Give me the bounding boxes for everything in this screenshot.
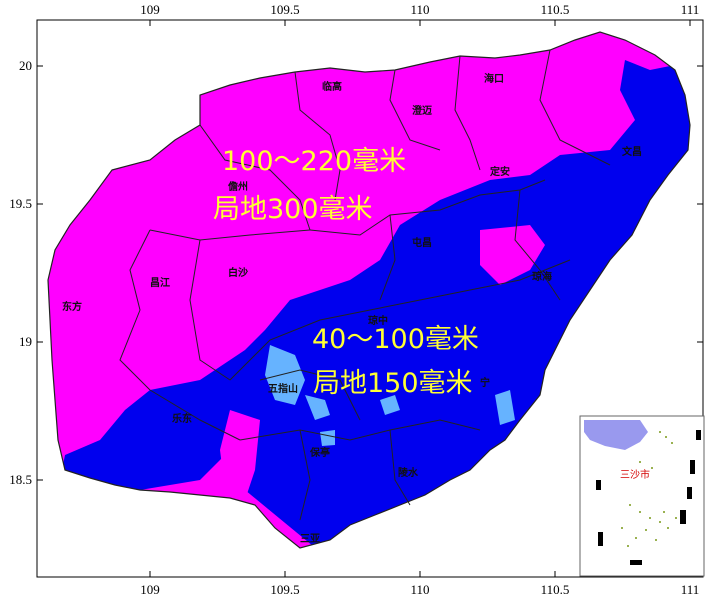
city-label-danzhou: 儋州	[228, 180, 248, 193]
x-tick-label-bottom: 110.5	[541, 582, 570, 597]
city-label-chengmai: 澄迈	[412, 104, 432, 117]
annotation-high-line2: 局地300毫米	[213, 194, 373, 225]
zone-low-band	[380, 395, 400, 415]
inset-islands	[621, 431, 677, 547]
y-tick-label: 20	[19, 58, 32, 73]
x-tick-label: 109	[140, 2, 160, 17]
x-tick-label-bottom: 111	[681, 582, 700, 597]
x-tick-label: 110	[410, 2, 429, 17]
city-label-baisha: 白沙	[228, 266, 248, 279]
zone-low-band	[495, 390, 515, 425]
annotation-mid-line2: 局地150毫米	[313, 368, 473, 399]
zone-low-band	[265, 345, 305, 405]
city-label-wenchang: 文昌	[622, 145, 642, 158]
city-label-wanning: 宁	[480, 376, 490, 389]
inset-boundary-dashes	[596, 430, 701, 565]
x-tick-label-bottom: 109.5	[270, 582, 299, 597]
city-label-lingshui: 陵水	[398, 466, 419, 479]
y-tick-label: 19	[19, 334, 32, 349]
city-label-haikou: 海口	[484, 72, 504, 85]
inset-label-sansha: 三沙市	[620, 468, 650, 481]
city-label-dongfang: 东方	[62, 300, 82, 313]
inset-island	[584, 420, 648, 450]
x-tick-label: 111	[681, 2, 700, 17]
city-label-lingao: 临高	[322, 80, 342, 93]
x-tick-label-bottom: 109	[140, 582, 160, 597]
city-label-dingan: 定安	[490, 165, 510, 178]
annotation-mid-line1: 40～100毫米	[312, 324, 479, 355]
x-tick-label: 110.5	[541, 2, 570, 17]
city-label-wuzhishan: 五指山	[268, 382, 298, 395]
city-label-tunchang: 屯昌	[412, 236, 432, 249]
city-label-changjiang: 昌江	[150, 276, 170, 289]
city-label-sanya: 三亚	[300, 533, 320, 545]
city-label-baoting: 保亭	[309, 446, 330, 459]
county-boundaries	[119, 49, 611, 521]
zone-mid-band	[60, 60, 690, 548]
y-tick-label: 18.5	[9, 472, 32, 487]
city-label-ledong: 乐东	[172, 412, 192, 425]
annotation-high-line1: 100～220毫米	[222, 146, 406, 177]
city-label-qiongzhong: 琼中	[368, 314, 388, 327]
y-tick-label: 19.5	[9, 196, 32, 211]
zone-low-band	[320, 430, 335, 446]
x-tick-label-bottom: 110	[410, 582, 429, 597]
zone-low-band	[305, 395, 330, 420]
zone-high-islet	[480, 225, 545, 285]
inset-map: 三沙市	[579, 415, 705, 577]
zone-high-islet	[220, 410, 260, 500]
x-tick-label: 109.5	[270, 2, 299, 17]
city-label-qionghai: 琼海	[532, 270, 552, 283]
